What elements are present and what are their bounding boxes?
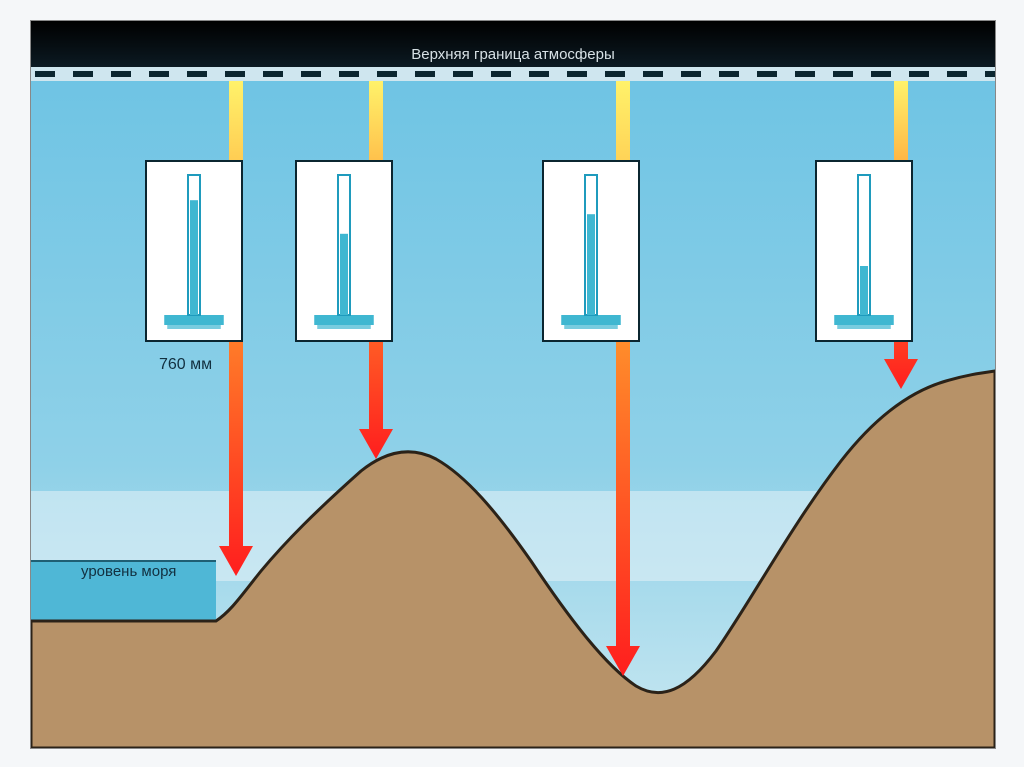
boundary-dash [453, 71, 473, 77]
boundary-dash [605, 71, 625, 77]
boundary-dash [567, 71, 587, 77]
label-sea-level: уровень моря [81, 563, 176, 580]
boundary-dash [187, 71, 207, 77]
boundary-dash [73, 71, 93, 77]
boundary-dash [377, 71, 397, 77]
barometer [296, 161, 392, 341]
boundary-dash [719, 71, 739, 77]
boundary-dash [871, 71, 891, 77]
boundary-dash [263, 71, 283, 77]
barometer [543, 161, 639, 341]
diagram-svg: Верхняя граница атмосферы 760 мм уровень м… [31, 21, 995, 748]
barometer [146, 161, 242, 341]
boundary-dash [415, 71, 435, 77]
boundary-dash [833, 71, 853, 77]
boundary-dash [149, 71, 169, 77]
barometer [816, 161, 912, 341]
boundary-dash [35, 71, 55, 77]
boundary-dash [111, 71, 131, 77]
stage: Верхняя граница атмосферы 760 мм уровень м… [0, 0, 1024, 767]
boundary-dash [339, 71, 359, 77]
boundary-dash [795, 71, 815, 77]
boundary-dash [491, 71, 511, 77]
boundary-dash [681, 71, 701, 77]
label-760mm: 760 мм [159, 356, 212, 373]
boundary-dash [301, 71, 321, 77]
boundary-dash [225, 71, 245, 77]
boundary-dash [909, 71, 929, 77]
atmospheric-pressure-diagram: Верхняя граница атмосферы 760 мм уровень м… [30, 20, 996, 749]
boundary-dash [643, 71, 663, 77]
boundary-dash [757, 71, 777, 77]
boundary-dash [529, 71, 549, 77]
label-atmosphere-boundary: Верхняя граница атмосферы [411, 46, 614, 63]
boundary-dash [985, 71, 995, 77]
boundary-dash [947, 71, 967, 77]
